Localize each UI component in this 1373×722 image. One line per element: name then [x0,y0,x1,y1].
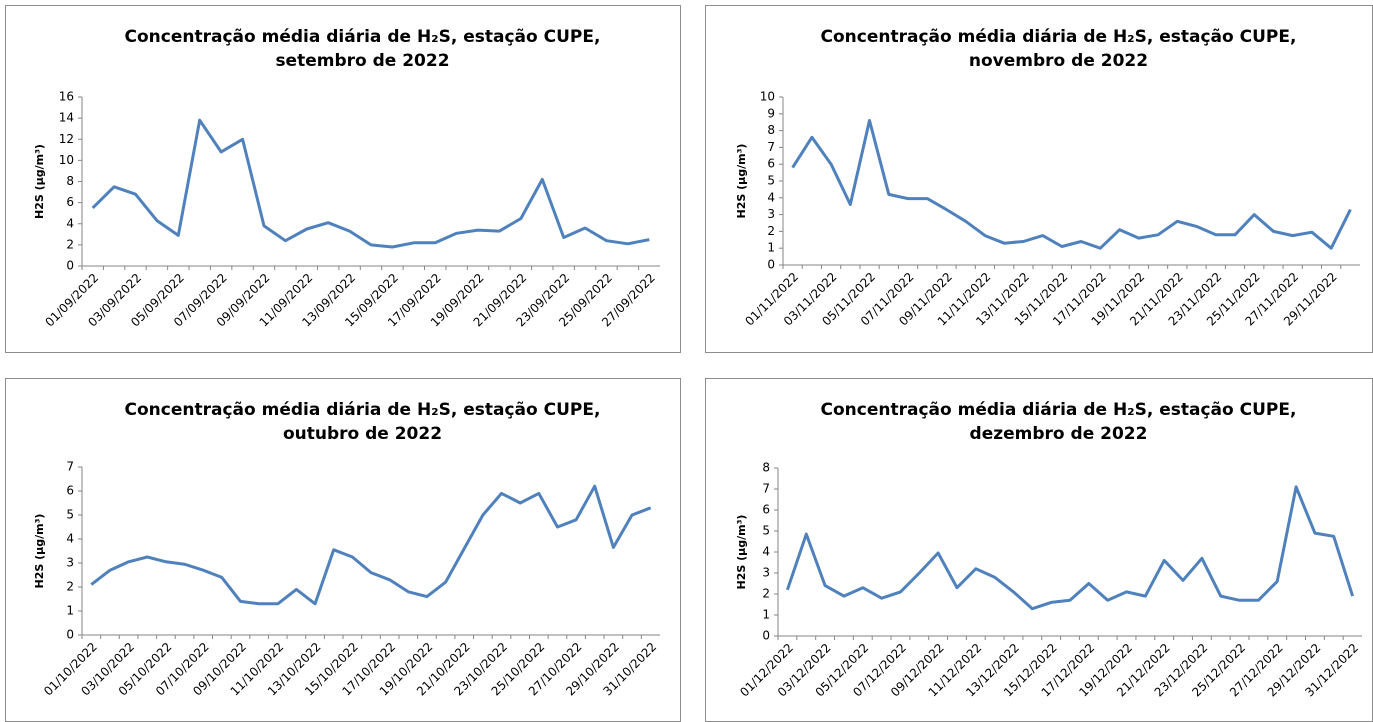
y-tick-label: 2 [762,587,770,601]
chart-title: dezembro de 2022 [970,424,1148,444]
y-tick-label: 0 [762,629,770,643]
y-tick-label: 6 [767,157,775,171]
y-tick-label: 7 [762,482,770,496]
y-tick-label: 0 [66,259,74,273]
y-tick-label: 4 [762,545,770,559]
chart-panel: Concentração média diária de H₂S, estaçã… [5,378,681,722]
chart-title: setembro de 2022 [275,51,449,71]
chart-title: novembro de 2022 [969,51,1148,71]
y-tick-label: 0 [767,258,775,272]
y-tick-label: 8 [767,123,775,137]
y-tick-label: 5 [762,524,770,538]
y-axis-label: H2S (µg/m³) [33,144,46,219]
y-tick-label: 8 [66,174,74,188]
y-tick-label: 2 [767,224,775,238]
y-tick-label: 4 [66,532,74,546]
panel-border [705,5,1373,353]
chart-panel: Concentração média diária de H₂S, estaçã… [705,5,1373,353]
y-tick-label: 4 [66,216,74,230]
y-tick-label: 1 [767,241,775,255]
y-tick-label: 4 [767,190,775,204]
y-tick-label: 6 [66,484,74,498]
y-tick-label: 2 [66,580,74,594]
chart-title: Concentração média diária de H₂S, estaçã… [125,27,601,47]
y-tick-label: 10 [760,90,775,104]
y-tick-label: 6 [66,195,74,209]
y-tick-label: 10 [59,153,74,167]
y-axis-label: H2S (µg/m³) [735,515,748,590]
y-tick-label: 0 [66,628,74,642]
y-tick-label: 16 [59,90,74,104]
y-tick-label: 6 [762,503,770,517]
y-tick-label: 5 [66,508,74,522]
chart-title: outubro de 2022 [283,424,442,444]
y-tick-label: 7 [66,460,74,474]
chart-title: Concentração média diária de H₂S, estaçã… [821,400,1297,420]
data-line [791,119,1352,250]
y-tick-label: 1 [762,608,770,622]
y-tick-label: 14 [59,111,74,125]
y-tick-label: 9 [767,106,775,120]
chart-panel: Concentração média diária de H₂S, estaçã… [5,5,681,353]
y-tick-label: 5 [767,174,775,188]
y-tick-label: 8 [762,461,770,475]
data-line [90,484,652,606]
panel-border [705,378,1373,722]
panel-border [5,378,681,722]
y-tick-label: 1 [66,604,74,618]
chart-title: Concentração média diária de H₂S, estaçã… [125,400,601,420]
chart-title: Concentração média diária de H₂S, estaçã… [821,27,1297,47]
y-axis-label: H2S (µg/m³) [33,514,46,589]
y-tick-label: 7 [767,140,775,154]
y-tick-label: 3 [66,556,74,570]
panel-border [5,5,681,353]
data-line [785,485,1355,611]
data-line [91,118,650,249]
y-tick-label: 3 [767,207,775,221]
y-tick-label: 3 [762,566,770,580]
chart-panel: Concentração média diária de H₂S, estaçã… [705,378,1373,722]
y-tick-label: 12 [59,132,74,146]
y-tick-label: 2 [66,237,74,251]
y-axis-label: H2S (µg/m³) [735,144,748,219]
